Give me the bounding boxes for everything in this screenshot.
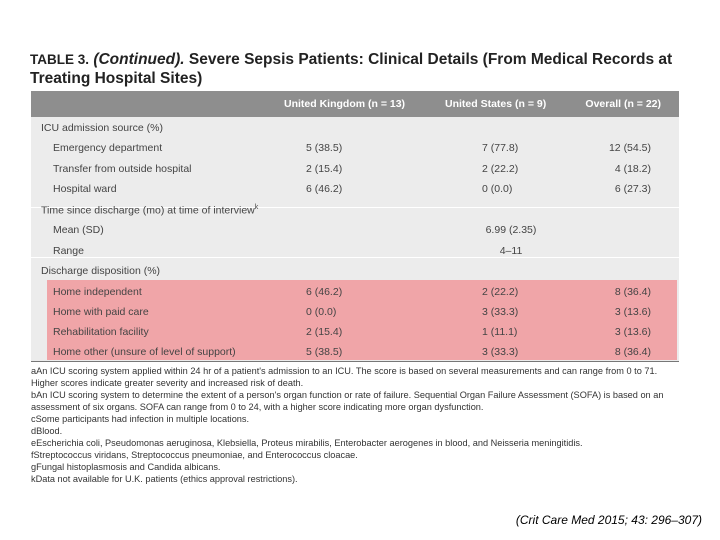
cell-uk: 6 (46.2) (306, 286, 343, 298)
table-bottom-rule (31, 361, 679, 362)
table-title: TABLE 3. (Continued). Severe Sepsis Pati… (30, 50, 690, 88)
table-header: United Kingdom (n = 13) United States (n… (31, 91, 679, 117)
cell-uk: 6 (46.2) (306, 183, 343, 195)
table-row: Emergency department 5 (38.5) 7 (77.8) 1… (31, 138, 679, 158)
table-row: Transfer from outside hospital 2 (15.4) … (31, 159, 679, 179)
cell-overall: 3 (13.6) (614, 326, 651, 338)
continued-label: (Continued). (93, 51, 185, 68)
column-header-uk: United Kingdom (n = 13) (284, 98, 406, 110)
table-row: Home independent 6 (46.2) 2 (22.2) 8 (36… (31, 282, 679, 302)
row-label: Home with paid care (53, 306, 149, 318)
cell-us: 2 (22.2) (482, 163, 519, 175)
cell-us: 2 (22.2) (482, 286, 519, 298)
column-header-overall: Overall (n = 22) (585, 98, 661, 110)
footnote: aAn ICU scoring system applied within 24… (31, 366, 658, 388)
row-label: Transfer from outside hospital (53, 163, 192, 175)
row-separator (31, 207, 679, 208)
cell-overall: 8 (36.4) (614, 286, 651, 298)
section-label-text: Time since discharge (mo) at time of int… (41, 204, 255, 217)
table-row: Hospital ward 6 (46.2) 0 (0.0) 6 (27.3) (31, 179, 679, 199)
cell-overall: 4 (18.2) (614, 163, 651, 175)
cell-us: 0 (0.0) (482, 183, 513, 195)
row-label: Hospital ward (53, 183, 117, 195)
footnote: eEscherichia coli, Pseudomonas aeruginos… (31, 438, 583, 448)
cell-us: 4–11 (499, 245, 523, 257)
section-label: Discharge disposition (%) (41, 265, 161, 277)
cell-uk: 0 (0.0) (306, 306, 337, 318)
table-row: Range 4–11 (31, 241, 679, 261)
clinical-details-table: United Kingdom (n = 13) United States (n… (31, 91, 679, 361)
cell-uk: 5 (38.5) (306, 346, 343, 358)
footnote: dBlood. (31, 426, 63, 436)
cell-overall: 3 (13.6) (614, 306, 651, 318)
footnote: kData not available for U.K. patients (e… (31, 474, 298, 484)
footnote-marker: k (254, 204, 259, 211)
cell-overall: 8 (36.4) (614, 346, 651, 358)
highlight-discharge (47, 280, 677, 360)
row-label: Home independent (53, 286, 142, 298)
column-header-us: United States (n = 9) (445, 98, 547, 110)
citation: (Crit Care Med 2015; 43: 296–307) (515, 513, 702, 527)
footnote: cSome participants had infection in mult… (31, 414, 250, 424)
table-row: Home with paid care 0 (0.0) 3 (33.3) 3 (… (31, 302, 679, 322)
section-label: Time since discharge (mo) at time of int… (41, 204, 258, 217)
table-number: TABLE 3. (30, 52, 90, 67)
cell-overall: 6 (27.3) (614, 183, 651, 195)
row-separator (31, 257, 679, 258)
row-label: Home other (unsure of level of support) (53, 346, 236, 358)
row-label: Mean (SD) (53, 224, 104, 236)
section-row-icu: ICU admission source (%) (31, 118, 679, 138)
cell-uk: 2 (15.4) (306, 326, 343, 338)
cell-us: 6.99 (2.35) (485, 224, 537, 236)
footnote: gFungal histoplasmosis and Candida albic… (31, 462, 221, 472)
table-row: Home other (unsure of level of support) … (31, 342, 679, 362)
section-label: ICU admission source (%) (41, 122, 163, 134)
table-row: Mean (SD) 6.99 (2.35) (31, 220, 679, 240)
footnote: bAn ICU scoring system to determine the … (31, 390, 664, 412)
section-row-time: Time since discharge (mo) at time of int… (31, 200, 679, 220)
cell-uk: 2 (15.4) (306, 163, 343, 175)
cell-us: 1 (11.1) (482, 326, 518, 338)
cell-us: 3 (33.3) (482, 306, 519, 318)
footnotes: aAn ICU scoring system applied within 24… (31, 365, 686, 485)
row-label: Emergency department (53, 142, 163, 154)
section-row-discharge: Discharge disposition (%) (31, 261, 679, 281)
cell-us: 3 (33.3) (482, 346, 519, 358)
footnote: fStreptococcus viridans, Streptococcus p… (31, 450, 358, 460)
row-label: Range (53, 245, 84, 257)
cell-us: 7 (77.8) (482, 142, 519, 154)
row-label: Rehabilitation facility (53, 326, 149, 338)
table-caption: Severe Sepsis Patients: Clinical Details… (30, 51, 673, 87)
cell-uk: 5 (38.5) (306, 142, 343, 154)
table-row: Rehabilitation facility 2 (15.4) 1 (11.1… (31, 322, 679, 342)
cell-overall: 12 (54.5) (608, 142, 651, 154)
